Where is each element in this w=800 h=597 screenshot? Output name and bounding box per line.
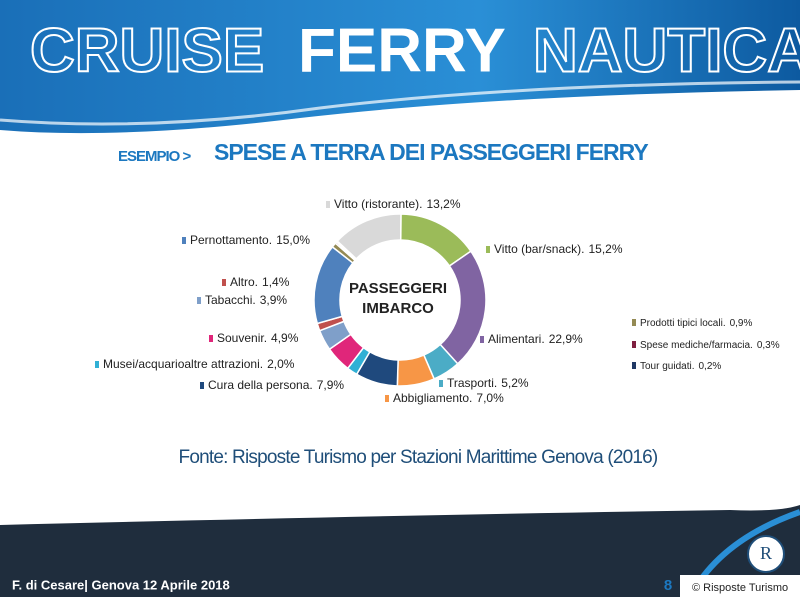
value-label: 15,2% — [588, 242, 622, 256]
category-label: Souvenir. — [217, 331, 267, 345]
legend-swatch — [480, 336, 484, 343]
data-label: Altro. 1,4% — [230, 275, 290, 289]
category-label: Cura della persona. — [208, 378, 313, 392]
category-label: Spese mediche/farmacia. — [640, 340, 753, 351]
category-label: Altro. — [230, 275, 258, 289]
value-label: 22,9% — [549, 332, 583, 346]
value-label: 15,0% — [276, 233, 310, 247]
category-label: Alimentari. — [488, 332, 545, 346]
footer-copyright: © Risposte Turismo — [692, 582, 788, 594]
legend-swatch — [95, 361, 99, 368]
value-label: 0,9% — [730, 318, 753, 329]
value-label: 5,2% — [501, 376, 529, 390]
value-label: 7,9% — [317, 378, 345, 392]
value-label: 7,0% — [476, 391, 504, 405]
data-label: Vitto (bar/snack). 15,2% — [494, 242, 623, 256]
donut-chart: Vitto (ristorante). 13,2% Vitto (bar/snack… — [95, 197, 780, 405]
banner-wave — [0, 80, 800, 126]
header-word: CRUISE — [30, 16, 264, 85]
data-label: Abbigliamento. 7,0% — [393, 391, 504, 405]
legend-swatch — [632, 319, 636, 326]
category-label: Pernottamento. — [190, 233, 272, 247]
data-label: Trasporti. 5,2% — [447, 376, 529, 390]
legend-swatch — [209, 335, 213, 342]
footer-copyright-bg — [680, 575, 800, 597]
data-label: Pernottamento. 15,0% — [190, 233, 310, 247]
data-label: Prodotti tipici locali. 0,9% — [640, 318, 752, 329]
category-label: Vitto (ristorante). — [334, 197, 422, 211]
page-number: 8 — [664, 577, 672, 594]
data-label: Vitto (ristorante). 13,2% — [334, 197, 461, 211]
legend-swatch — [182, 237, 186, 244]
category-label: Musei/acquarioaltre attrazioni. — [103, 357, 263, 371]
value-label: 4,9% — [271, 331, 299, 345]
value-label: 13,2% — [426, 197, 460, 211]
data-label: Souvenir. 4,9% — [217, 331, 299, 345]
data-label: Spese mediche/farmacia. 0,3% — [640, 340, 780, 351]
value-label: 3,9% — [260, 293, 288, 307]
legend-swatch — [197, 297, 201, 304]
footer-author: F. di Cesare| Genova 12 Aprile 2018 — [12, 577, 230, 592]
footer-band — [0, 505, 800, 597]
header-word: FERRY — [298, 16, 506, 85]
data-label: Musei/acquarioaltre attrazioni. 2,0% — [103, 357, 295, 371]
center-label: PASSEGGERI — [349, 280, 447, 297]
legend-swatch — [222, 279, 226, 286]
source: Fonte: Risposte Turismo per Stazioni Mar… — [179, 447, 658, 468]
data-label: Tabacchi. 3,9% — [205, 293, 287, 307]
value-label: 2,0% — [267, 357, 295, 371]
subtitle: SPESE A TERRA DEI PASSEGGERI FERRY — [214, 139, 648, 165]
category-label: Tabacchi. — [205, 293, 256, 307]
logo — [747, 535, 785, 573]
data-label: Cura della persona. 7,9% — [208, 378, 344, 392]
value-label: 0,2% — [698, 361, 721, 372]
category-label: Vitto (bar/snack). — [494, 242, 584, 256]
donut-slice — [335, 240, 358, 261]
banner — [0, 0, 800, 134]
legend-swatch — [200, 382, 204, 389]
legend-swatch — [385, 395, 389, 402]
value-label: 0,3% — [757, 340, 780, 351]
legend-swatch — [326, 201, 330, 208]
legend-swatch — [632, 362, 636, 369]
legend-swatch — [439, 380, 443, 387]
logo-text: R — [760, 543, 772, 563]
category-label: Tour guidati. — [640, 361, 694, 372]
category-label: Abbigliamento. — [393, 391, 472, 405]
category-label: Trasporti. — [447, 376, 497, 390]
subtitle-prefix: ESEMPIO > — [118, 148, 192, 165]
legend-swatch — [632, 341, 636, 348]
header-word: NAUTICA — [533, 16, 800, 85]
value-label: 1,4% — [262, 275, 290, 289]
legend-swatch — [486, 246, 490, 253]
data-label: Tour guidati. 0,2% — [640, 361, 721, 372]
data-label: Alimentari. 22,9% — [488, 332, 583, 346]
center-label: IMBARCO — [362, 300, 434, 317]
category-label: Prodotti tipici locali. — [640, 318, 726, 329]
